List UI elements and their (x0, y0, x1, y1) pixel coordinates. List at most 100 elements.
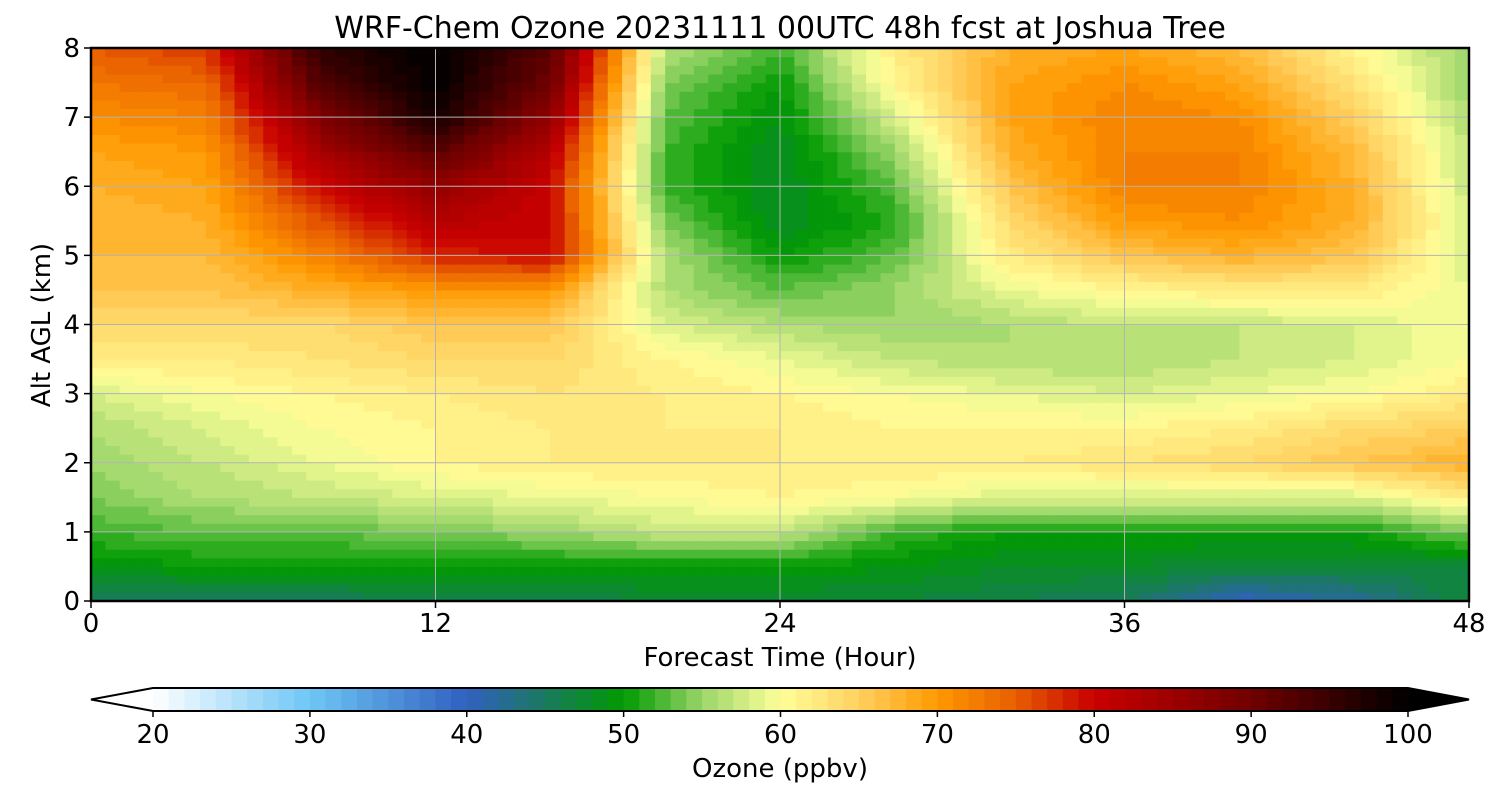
heatmap-cell (593, 419, 609, 429)
heatmap-cell (177, 480, 193, 490)
heatmap-cell (1339, 497, 1355, 507)
heatmap-cell (722, 402, 738, 412)
heatmap-cell (1253, 350, 1269, 360)
heatmap-cell (952, 583, 968, 593)
heatmap-cell (866, 462, 882, 472)
heatmap-cell (1268, 566, 1283, 576)
heatmap-cell (1339, 419, 1355, 429)
heatmap-cell (1024, 264, 1039, 274)
heatmap-cell (1253, 549, 1269, 559)
heatmap-cell (363, 402, 379, 412)
heatmap-cell (320, 376, 336, 386)
heatmap-cell (162, 238, 178, 248)
heatmap-cell (1325, 480, 1341, 490)
heatmap-cell (119, 315, 135, 326)
heatmap-cell (823, 557, 839, 568)
heatmap-cell (134, 307, 150, 317)
heatmap-cell (1368, 350, 1384, 360)
heatmap-cell (693, 229, 709, 239)
heatmap-cell (1210, 212, 1226, 222)
heatmap-cell (794, 462, 810, 472)
heatmap-cell (134, 333, 150, 343)
heatmap-cell (1382, 471, 1398, 481)
heatmap-cell (736, 229, 752, 239)
heatmap-cell (406, 428, 422, 438)
heatmap-cell (134, 575, 150, 585)
heatmap-cell (406, 220, 422, 231)
heatmap-cell (966, 592, 982, 601)
heatmap-cell (1009, 186, 1025, 196)
heatmap-cell (579, 549, 594, 559)
heatmap-cell (1024, 359, 1039, 369)
heatmap-cell (636, 402, 652, 412)
heatmap-cell (1311, 523, 1327, 533)
heatmap-cell (808, 384, 824, 395)
heatmap-cell (421, 531, 437, 542)
heatmap-cell (894, 454, 910, 464)
heatmap-cell (1067, 428, 1083, 438)
heatmap-cell (349, 462, 365, 472)
heatmap-cell (1124, 255, 1140, 265)
heatmap-cell (435, 350, 451, 360)
heatmap-cell (148, 264, 164, 274)
heatmap-cell (162, 168, 178, 179)
heatmap-cell (622, 436, 638, 447)
heatmap-cell (177, 350, 193, 360)
heatmap-cell (1167, 393, 1183, 403)
heatmap-cell (722, 272, 738, 282)
heatmap-cell (1382, 566, 1398, 576)
heatmap-cell (1325, 540, 1341, 550)
heatmap-cell (1196, 557, 1212, 568)
heatmap-cell (220, 393, 236, 403)
heatmap-cell (622, 307, 638, 317)
heatmap-cell (579, 480, 594, 490)
heatmap-cell (650, 410, 666, 421)
heatmap-cell (1382, 531, 1398, 542)
heatmap-cell (162, 220, 178, 231)
heatmap-cell (1110, 549, 1126, 559)
heatmap-cell (937, 384, 953, 395)
heatmap-cell (550, 410, 566, 421)
heatmap-cell (1124, 333, 1140, 343)
heatmap-cell (866, 203, 882, 213)
heatmap-cell (134, 324, 150, 334)
heatmap-cell (162, 376, 178, 386)
heatmap-cell (866, 540, 882, 550)
heatmap-cell (636, 583, 652, 593)
heatmap-cell (1110, 160, 1126, 170)
heatmap-cell (492, 402, 508, 412)
heatmap-cell (1296, 186, 1312, 196)
heatmap-cell (535, 419, 551, 429)
heatmap-cell (335, 220, 350, 231)
heatmap-cell (1354, 194, 1370, 205)
heatmap-cell (1411, 203, 1427, 213)
heatmap-cell (880, 151, 896, 161)
heatmap-cell (306, 480, 322, 490)
heatmap-cell (220, 471, 236, 481)
heatmap-cell (1181, 255, 1197, 265)
heatmap-cell (693, 220, 709, 231)
heatmap-cell (205, 471, 221, 481)
heatmap-cell (923, 203, 939, 213)
heatmap-cell (1153, 462, 1169, 472)
heatmap-cell (722, 575, 738, 585)
heatmap-cell (880, 367, 896, 377)
heatmap-cell (1239, 471, 1255, 481)
heatmap-cell (679, 212, 695, 222)
heatmap-cell (622, 505, 638, 516)
heatmap-cell (550, 246, 566, 256)
heatmap-cell (1124, 410, 1140, 421)
heatmap-cell (1282, 350, 1298, 360)
heatmap-cell (1354, 246, 1370, 256)
heatmap-cell (1368, 333, 1384, 343)
heatmap-cell (622, 384, 638, 395)
heatmap-cell (1110, 341, 1126, 352)
heatmap-cell (851, 454, 867, 464)
heatmap-cell (177, 497, 193, 507)
heatmap-cell (679, 454, 695, 464)
heatmap-cell (119, 514, 135, 524)
heatmap-cell (937, 410, 953, 421)
heatmap-cell (1296, 575, 1312, 585)
heatmap-cell (134, 471, 150, 481)
heatmap-cell (1411, 471, 1427, 481)
